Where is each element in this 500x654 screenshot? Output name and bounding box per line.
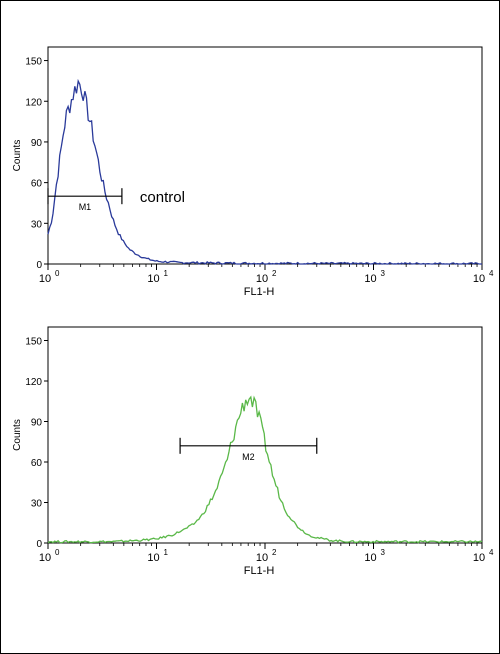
- x-tick-exponent: 0: [55, 548, 60, 557]
- x-tick-exponent: 1: [164, 548, 169, 557]
- y-axis-label: Counts: [12, 140, 23, 172]
- y-tick-label: 60: [31, 179, 43, 190]
- marker-gate-m1: M1: [47, 188, 123, 212]
- histogram-panel-bottom: 0 30 60 90 120 150 10 0 10 1 10 2 10 3 10 4 FL1-H Coun…: [12, 326, 494, 577]
- histogram-series-line: [47, 395, 483, 544]
- histogram-series-line: [47, 78, 482, 265]
- marker-label: M1: [79, 202, 92, 212]
- x-axis: 10 0 10 1 10 2 10 3 10 4: [39, 264, 494, 285]
- x-tick-label: 10: [364, 273, 376, 285]
- x-tick-label: 10: [256, 552, 268, 564]
- x-tick-label: 10: [39, 552, 51, 564]
- x-tick-label: 10: [147, 273, 159, 285]
- marker-gate-m2: M2: [179, 437, 318, 462]
- y-tick-label: 90: [31, 418, 43, 429]
- x-tick-exponent: 4: [489, 269, 494, 278]
- y-tick-label: 30: [31, 499, 43, 510]
- x-axis: 10 0 10 1 10 2 10 3 10 4: [39, 543, 494, 564]
- y-axis: 0 30 60 90 120 150: [25, 337, 48, 550]
- x-tick-exponent: 0: [55, 269, 60, 278]
- x-tick-exponent: 3: [381, 269, 386, 278]
- y-axis: 0 30 60 90 120 150: [25, 57, 48, 271]
- y-tick-label: 0: [36, 260, 42, 271]
- x-tick-label: 10: [256, 273, 268, 285]
- y-tick-label: 60: [31, 458, 43, 469]
- x-tick-label: 10: [473, 552, 485, 564]
- x-tick-label: 10: [473, 273, 485, 285]
- x-tick-label: 10: [147, 552, 159, 564]
- plot-area: [47, 46, 483, 265]
- x-tick-exponent: 4: [489, 548, 494, 557]
- x-tick-exponent: 2: [272, 269, 277, 278]
- y-tick-label: 120: [25, 97, 42, 108]
- marker-label: M2: [242, 452, 255, 462]
- x-tick-exponent: 3: [381, 548, 386, 557]
- x-tick-label: 10: [39, 273, 51, 285]
- y-tick-label: 150: [25, 337, 42, 348]
- y-tick-label: 120: [25, 377, 42, 388]
- x-axis-label: FL1-H: [244, 286, 275, 298]
- x-tick-exponent: 1: [164, 269, 169, 278]
- x-axis-label: FL1-H: [244, 565, 275, 577]
- x-tick-label: 10: [364, 552, 376, 564]
- y-tick-label: 30: [31, 219, 43, 230]
- y-tick-label: 90: [31, 138, 43, 149]
- y-tick-label: 150: [25, 57, 42, 68]
- plot-area: [47, 326, 483, 544]
- histogram-panel-top: 0 30 60 90 120 150 10 0 10 1 10 2 10 3 10 4 FL1-H Coun…: [12, 46, 494, 298]
- x-tick-exponent: 2: [272, 548, 277, 557]
- y-tick-label: 0: [36, 539, 42, 550]
- y-axis-label: Counts: [12, 419, 23, 451]
- control-annotation: control: [140, 189, 185, 206]
